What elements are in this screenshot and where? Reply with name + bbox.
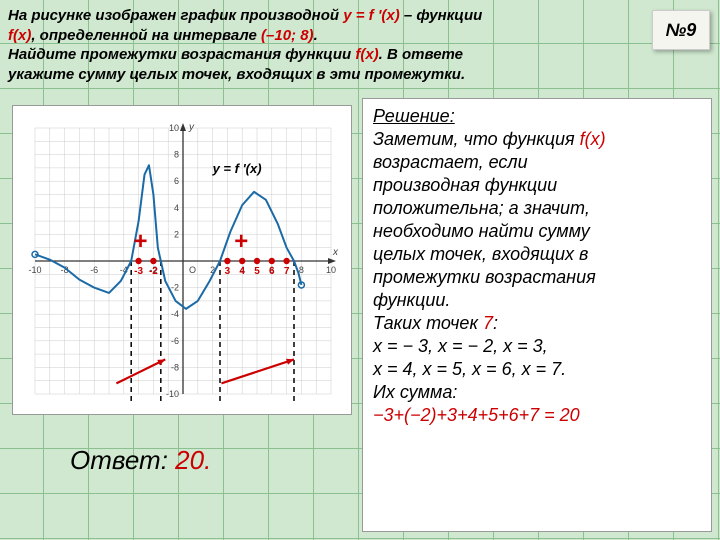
hdr-l3b: f(х) (355, 46, 378, 63)
svg-text:-10: -10 (166, 389, 179, 399)
svg-text:10: 10 (326, 265, 336, 275)
svg-text:O: O (189, 265, 196, 275)
sol-p7: промежутки возрастания (373, 266, 701, 289)
sol-p12: Их сумма: (373, 381, 701, 404)
sol-p2: возрастает, если (373, 151, 701, 174)
svg-text:-6: -6 (90, 265, 98, 275)
solution-title: Решение: (373, 105, 701, 128)
hdr-l2c: (–10; 8) (261, 27, 314, 44)
problem-statement: На рисунке изображен график производной … (8, 6, 640, 84)
svg-text:6: 6 (174, 176, 179, 186)
plus-sign-2: + (234, 228, 248, 256)
sol-p3: производная функции (373, 174, 701, 197)
hdr-l4: укажите сумму целых точек, входящих в эт… (8, 65, 640, 85)
svg-text:4: 4 (174, 203, 179, 213)
svg-text:-2: -2 (171, 283, 179, 293)
answer-value: 20. (175, 445, 211, 475)
svg-text:6: 6 (269, 266, 275, 277)
svg-text:7: 7 (284, 266, 290, 277)
hdr-l2b: , определенной на интервале (31, 27, 261, 44)
hdr-l2d: . (314, 27, 318, 44)
svg-text:8: 8 (299, 265, 304, 275)
sol-p9a: Таких точек (373, 313, 483, 333)
svg-text:x: x (332, 247, 339, 258)
solution-box: Решение: Заметим, что функция f(х) возра… (362, 98, 712, 532)
svg-text:5: 5 (254, 266, 260, 277)
svg-text:-6: -6 (171, 336, 179, 346)
chart-equation-label: y = f '(x) (213, 161, 262, 176)
hdr-l1b: у = f '(х) (343, 7, 400, 24)
svg-text:-4: -4 (171, 309, 179, 319)
svg-text:8: 8 (174, 150, 179, 160)
badge-text: №9 (666, 20, 697, 41)
hdr-l3a: Найдите промежутки возрастания функции (8, 46, 355, 63)
sol-p1b: f(х) (580, 129, 606, 149)
sol-p10: х = − 3, х = − 2, х = 3, (373, 335, 701, 358)
hdr-l1a: На рисунке изображен график производной (8, 7, 343, 24)
chart-svg: -10-8-6-4-2246810-10-8-6-4-2246810Oxy-3-… (13, 106, 353, 416)
svg-text:4: 4 (239, 266, 245, 277)
answer-line: Ответ: 20. (70, 445, 211, 476)
svg-text:-2: -2 (149, 266, 158, 277)
derivative-chart: -10-8-6-4-2246810-10-8-6-4-2246810Oxy-3-… (12, 105, 352, 415)
sol-p4: положительна; а значит, (373, 197, 701, 220)
sol-p1a: Заметим, что функция (373, 129, 580, 149)
sol-p13: −3+(−2)+3+4+5+6+7 = 20 (373, 404, 701, 427)
svg-text:2: 2 (174, 229, 179, 239)
sol-p9b: 7 (483, 313, 493, 333)
hdr-l3c: . В ответе (379, 46, 463, 63)
sol-p6: целых точек, входящих в (373, 243, 701, 266)
sol-p9c: : (493, 313, 498, 333)
hdr-l2a: f(х) (8, 27, 31, 44)
hdr-l1c: – функции (400, 7, 483, 24)
problem-number-badge: №9 (652, 10, 710, 50)
svg-text:-10: -10 (28, 265, 41, 275)
answer-label: Ответ: (70, 445, 175, 475)
sol-p11: х = 4, х = 5, х = 6, х = 7. (373, 358, 701, 381)
sol-p8: функции. (373, 289, 701, 312)
svg-text:10: 10 (169, 123, 179, 133)
svg-text:y: y (188, 122, 195, 133)
svg-text:-3: -3 (134, 266, 143, 277)
plus-sign-1: + (134, 228, 148, 256)
svg-text:-8: -8 (171, 362, 179, 372)
svg-text:3: 3 (225, 266, 231, 277)
sol-p5: необходимо найти сумму (373, 220, 701, 243)
